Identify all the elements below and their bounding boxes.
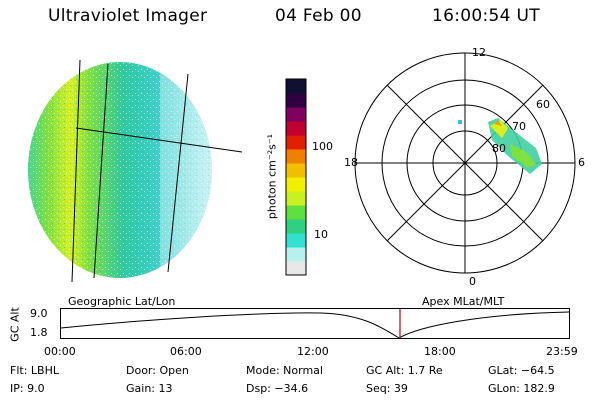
colorbar-swatch xyxy=(286,163,306,178)
polar-caption: Apex MLat/MLT xyxy=(422,295,505,308)
timeline-xtick-0: 00:00 xyxy=(44,345,76,358)
colorbar-swatch xyxy=(286,247,306,262)
colorbar-swatch xyxy=(286,191,306,206)
colorbar-swatch xyxy=(286,93,306,108)
ip-info: IP: 9.0 xyxy=(10,382,45,395)
colorbar-tick-10: 10 xyxy=(314,228,328,241)
door-info: Door: Open xyxy=(126,364,189,377)
mode-info: Mode: Normal xyxy=(246,364,323,377)
timeline-plot xyxy=(60,308,570,339)
colorbar-swatch xyxy=(286,121,306,136)
dsp-info: Dsp: −34.6 xyxy=(246,382,309,395)
colorbar-swatch xyxy=(286,205,306,220)
date-label: 04 Feb 00 xyxy=(275,6,362,26)
gain-info: Gain: 13 xyxy=(126,382,173,395)
timeline-xtick-2: 12:00 xyxy=(297,345,329,358)
colorbar-swatch xyxy=(286,149,306,164)
colorbar-swatch xyxy=(286,177,306,192)
glat-info: GLat: −64.5 xyxy=(488,364,555,377)
colorbar-swatch xyxy=(286,79,306,94)
polar-mlt-label-bottom: 0 xyxy=(469,275,476,288)
timeline-ytick-high: 9.0 xyxy=(30,307,48,320)
timeline-xtick-1: 06:00 xyxy=(170,345,202,358)
colorbar-swatch xyxy=(286,261,306,276)
colorbar-swatch xyxy=(286,135,306,150)
polar-mlt-label-left: 18 xyxy=(344,156,358,169)
filter-info: Flt: LBHL xyxy=(10,364,59,377)
colorbar-swatch xyxy=(286,219,306,234)
polar-lat-label-70: 70 xyxy=(512,120,526,133)
colorbar xyxy=(285,78,307,276)
glon-info: GLon: 182.9 xyxy=(488,382,555,395)
colorbar-label: photon cm⁻²s⁻¹ xyxy=(265,133,279,220)
colorbar-tick-100: 100 xyxy=(312,140,333,153)
sequence-info: Seq: 39 xyxy=(366,382,408,395)
time-label: 16:00:54 UT xyxy=(432,6,540,26)
colorbar-swatch xyxy=(286,107,306,122)
gc-altitude-info: GC Alt: 1.7 Re xyxy=(366,364,443,377)
polar-lat-label-60: 60 xyxy=(536,98,550,111)
colorbar-swatch xyxy=(286,233,306,248)
timeline-ylabel: GC Alt xyxy=(8,307,22,342)
polar-mlt-label-top: 12 xyxy=(472,46,486,59)
geographic-caption: Geographic Lat/Lon xyxy=(68,295,176,308)
polar-mlt-label-right: 6 xyxy=(578,156,585,169)
timeline-ytick-low: 1.8 xyxy=(30,326,48,339)
polar-lat-label-80: 80 xyxy=(492,142,506,155)
polar-plot xyxy=(354,52,576,274)
geographic-image xyxy=(28,59,243,283)
timeline-xtick-3: 18:00 xyxy=(424,345,456,358)
instrument-title: Ultraviolet Imager xyxy=(48,6,208,26)
timeline-xtick-4: 23:59 xyxy=(546,345,578,358)
